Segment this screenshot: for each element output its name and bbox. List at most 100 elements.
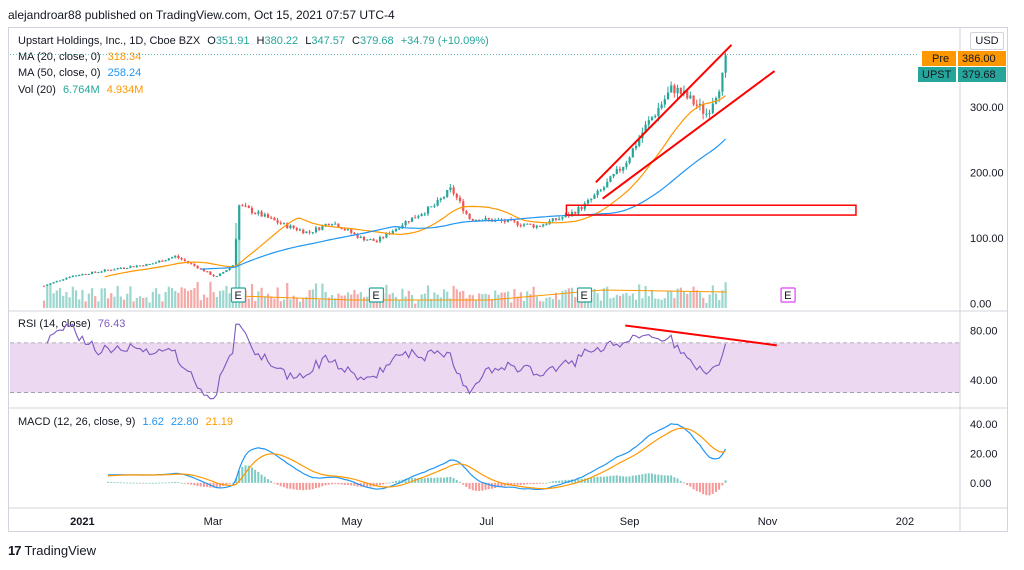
macd-histogram-bar (548, 482, 551, 483)
tv-logo-icon: 17 (8, 543, 22, 558)
macd-histogram-bar (215, 482, 218, 488)
candle-body (372, 239, 375, 241)
macd-histogram-bar (452, 478, 455, 483)
candle-body (90, 271, 94, 274)
macd-histogram-bar (564, 479, 567, 483)
candle-body (526, 223, 529, 225)
volume-bar (238, 236, 241, 308)
macd-histogram-bar (618, 475, 621, 483)
volume-bar (257, 291, 260, 308)
symbol-title: Upstart Holdings, Inc., 1D, Cboe BZX (18, 35, 201, 47)
macd-signal-value: 22.80 (170, 416, 199, 428)
tradingview-logo[interactable]: 17 TradingView (8, 543, 96, 558)
macd-histogram-bar (286, 482, 289, 489)
volume-bar (388, 294, 391, 308)
volume-bar (641, 298, 644, 308)
macd-histogram-bar (119, 482, 122, 484)
chart-frame[interactable] (8, 27, 1008, 532)
volume-bar (593, 288, 596, 308)
macd-histogram-bar (529, 482, 532, 485)
macd-histogram-bar (682, 482, 685, 484)
candle-body (513, 220, 516, 222)
volume-bar (158, 294, 161, 308)
candle-body (458, 197, 462, 202)
volume-bar (103, 288, 106, 308)
macd-histogram-bar (196, 482, 199, 487)
macd-histogram-bar (247, 465, 250, 483)
macd-histogram-bar (340, 482, 343, 485)
price-tick-label: 100.00 (970, 233, 1004, 245)
volume-bar (74, 290, 78, 308)
macd-histogram-bar (462, 482, 465, 485)
volume-bar (52, 293, 55, 308)
currency-button[interactable]: USD (970, 32, 1004, 50)
macd-histogram-bar (199, 482, 202, 487)
volume-bar (634, 299, 638, 308)
candle-body (84, 273, 87, 275)
candle-body (282, 223, 286, 225)
macd-histogram-bar (135, 482, 138, 484)
candle-body (78, 275, 81, 277)
ma50-legend: MA (50, close, 0) 258.24 (18, 67, 145, 79)
volume-bar (500, 292, 503, 308)
candle-body (673, 85, 676, 94)
macd-histogram-bar (465, 482, 468, 487)
candle-body (545, 224, 548, 226)
macd-histogram-bar (663, 475, 666, 483)
macd-histogram-bar (615, 475, 618, 483)
volume-bar (87, 293, 90, 308)
pre-value-box (958, 51, 1006, 66)
volume-bar (212, 292, 215, 308)
candle-body (362, 236, 366, 241)
volume-bar (599, 300, 602, 308)
ma20-label: MA (20, close, 0) (18, 51, 101, 63)
volume-bar (471, 295, 474, 308)
candle-body (94, 271, 97, 273)
volume-bar (340, 295, 343, 308)
candle-body (65, 277, 68, 280)
macd-histogram-bar (670, 475, 673, 483)
candle-body (410, 217, 414, 222)
macd-label: MACD (12, 26, close, 9) (18, 416, 136, 428)
macd-histogram-bar (679, 480, 682, 483)
candle-body (55, 280, 58, 283)
candle-body (289, 225, 292, 229)
macd-histogram-bar (634, 475, 637, 483)
macd-histogram-bar (622, 476, 625, 483)
candle-body (257, 211, 260, 214)
candle-body (698, 103, 702, 106)
macd-histogram-bar (593, 477, 596, 483)
volume-bar (215, 297, 218, 308)
volume-bar (84, 301, 87, 308)
volume-bar (270, 296, 273, 308)
volume-bar (273, 298, 276, 308)
volume-bar (462, 290, 465, 308)
candle-body (506, 219, 510, 223)
volume-bar (545, 297, 548, 308)
volume-bar (455, 289, 458, 308)
volume-bar (119, 296, 122, 308)
candle-body (292, 225, 295, 229)
candle-body (260, 211, 263, 217)
candle-body (394, 228, 398, 232)
candle-body (487, 218, 490, 220)
volume-bar (638, 284, 641, 308)
candle-body (385, 233, 388, 238)
volume-bar (660, 299, 663, 308)
volume-bar (129, 286, 132, 308)
candle-body (353, 232, 356, 235)
volume-bar (702, 297, 705, 308)
candle-body (305, 231, 308, 234)
candle-body (718, 91, 721, 98)
volume-bar (385, 284, 388, 308)
candle-body (247, 206, 250, 208)
volume-bar (298, 301, 302, 308)
candle-body (170, 257, 174, 259)
candle-body (42, 285, 46, 287)
macd-histogram-bar (522, 482, 525, 485)
time-tick-label: May (342, 516, 363, 528)
macd-signal-line (107, 427, 726, 490)
vol-value: 6.764M (62, 84, 100, 96)
volume-bar (519, 292, 522, 308)
